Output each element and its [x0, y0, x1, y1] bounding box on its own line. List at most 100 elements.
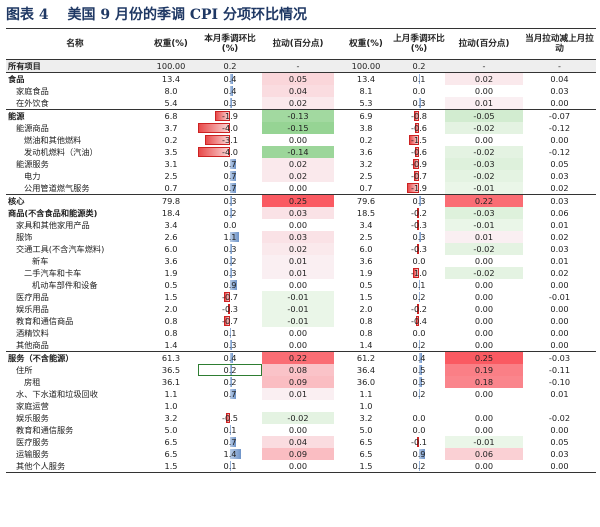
- contrib-prev-cell: 0.00: [474, 256, 494, 266]
- mom-prev-value: 0.2: [412, 61, 426, 71]
- gap-cell: [334, 194, 339, 207]
- weight-current-cell: 18.4: [161, 208, 181, 218]
- mom-prev-cell: 0.0: [393, 85, 445, 97]
- mom-current-bar: [230, 244, 233, 254]
- mom-current-value: 0.1: [223, 461, 237, 471]
- mom-current-cell: [198, 400, 262, 412]
- mom-prev-bar: [417, 437, 419, 447]
- table-row: 医疗服务 6.5 0.7 0.04 6.5 -0.1 -0.01 0.05: [6, 436, 596, 448]
- mom-current-cell: 0.3: [198, 194, 262, 207]
- contrib-prev-cell: -: [445, 59, 523, 73]
- row-name: 家具和其他家用产品: [16, 220, 90, 230]
- weight-prev-cell: 36.4: [356, 365, 376, 375]
- mom-prev-cell: -1.9: [393, 182, 445, 195]
- contrib-prev-cell: 0.18: [445, 376, 523, 388]
- mom-prev-cell: 0.1: [393, 72, 445, 85]
- contrib-current-cell: 0.00: [288, 328, 308, 338]
- mom-current-bar: [230, 208, 232, 218]
- mom-current-cell: 0.9: [198, 279, 262, 291]
- mom-current-bar: [230, 425, 231, 435]
- mom-current-cell: 0.4: [198, 85, 262, 97]
- mom-prev-value: -1.0: [411, 268, 427, 278]
- contrib-diff-cell: 0.00: [550, 304, 569, 314]
- table-row: 房租 36.1 0.2 0.09 36.0 0.5 0.18 -0.10: [6, 376, 596, 388]
- mom-current-value: 1.4: [223, 449, 237, 459]
- weight-current-cell: 5.0: [164, 425, 178, 435]
- mom-current-cell: -0.7: [198, 291, 262, 303]
- weight-prev-cell: 0.7: [359, 183, 373, 193]
- weight-prev-cell: 3.2: [359, 159, 373, 169]
- mom-current-bar: [230, 377, 232, 387]
- weight-prev-cell: 3.6: [359, 256, 373, 266]
- contrib-prev-cell: -0.02: [445, 146, 523, 158]
- mom-current-value: 0.1: [223, 425, 237, 435]
- mom-current-value: 0.0: [223, 220, 237, 230]
- weight-prev-cell: 0.8: [359, 328, 373, 338]
- mom-prev-value: -0.3: [411, 220, 427, 230]
- mom-prev-value: -0.6: [411, 147, 427, 157]
- mom-prev-bar: [419, 461, 421, 471]
- row-name: 电力: [24, 171, 41, 181]
- contrib-diff-cell: 0.01: [550, 389, 569, 399]
- row-name: 教育和通信服务: [16, 425, 74, 435]
- mom-current-value: -0.7: [222, 316, 238, 326]
- row-name: 其他个人服务: [6, 460, 144, 473]
- contrib-current-cell: 0.09: [262, 376, 334, 388]
- contrib-current-cell: -0.13: [262, 109, 334, 122]
- table-row: 能源服务 3.1 0.7 0.02 3.2 -0.9 -0.03 0.05: [6, 158, 596, 170]
- weight-prev-cell: 5.0: [359, 425, 373, 435]
- weight-prev-cell: 1.9: [359, 268, 373, 278]
- row-name: 公用管道燃气服务: [24, 183, 90, 193]
- row-name: 服务（不含能源）: [6, 351, 144, 364]
- weight-current-cell: 1.9: [164, 268, 178, 278]
- contrib-current-cell: 0.04: [262, 85, 334, 97]
- contrib-current-cell: 0.00: [262, 460, 334, 473]
- table-row: 发动机燃料（汽油） 3.5 -4.0 -0.14 3.6 -0.6 -0.02 -0.12: [6, 146, 596, 158]
- mom-prev-cell: -0.2: [393, 303, 445, 315]
- col-header-mom-prev: 上月季调环比(%): [393, 28, 445, 60]
- mom-prev-bar: [417, 244, 419, 254]
- mom-prev-cell: 0.0: [393, 412, 445, 424]
- contrib-diff-cell: 0.00: [550, 280, 569, 290]
- weight-current-cell: 3.7: [164, 123, 178, 133]
- mom-current-bar: [230, 171, 236, 181]
- mom-current-bar: [230, 353, 234, 363]
- contrib-current-cell: -0.15: [262, 122, 334, 134]
- mom-prev-value: -0.7: [411, 171, 427, 181]
- mom-prev-cell: 0.0: [393, 327, 445, 339]
- contrib-prev-cell: 0.02: [445, 72, 523, 85]
- row-name: 能源商品: [16, 123, 49, 133]
- mom-current-cell: -4.0: [198, 122, 262, 134]
- mom-prev-bar: [417, 208, 419, 218]
- mom-prev-cell: 0.3: [393, 97, 445, 110]
- table-row: 教育和通信商品 0.8 -0.7 -0.01 0.8 -0.4 0.00 0.00: [6, 315, 596, 327]
- mom-current-cell: -0.5: [198, 412, 262, 424]
- weight-prev-cell: 100.00: [339, 59, 393, 73]
- mom-prev-value: 0.3: [412, 98, 426, 108]
- header-row: 名称 权重(%) 本月季调环比(%) 拉动(百分点) 权重(%) 上月季调环比(…: [6, 28, 596, 60]
- weight-prev-cell: 2.0: [359, 304, 373, 314]
- mom-prev-cell: 0.0: [393, 255, 445, 267]
- row-name: 燃油和其他燃料: [24, 135, 82, 145]
- contrib-prev-cell: 0.06: [445, 448, 523, 460]
- contrib-prev-cell: -0.03: [445, 207, 523, 219]
- weight-current-cell: 3.1: [164, 159, 178, 169]
- weight-current-cell: 0.8: [164, 316, 178, 326]
- mom-prev-cell: -1.5: [393, 134, 445, 146]
- mom-current-bar: [230, 86, 234, 96]
- row-name: 住所: [16, 365, 33, 375]
- table-row: 能源 6.8 -1.9 -0.13 6.9 -0.8 -0.05 -0.07: [6, 109, 596, 122]
- contrib-current-cell: 0.05: [262, 72, 334, 85]
- table-row: 商品(不含食品和能源类) 18.4 0.2 0.03 18.5 -0.2 -0.03 0.06: [6, 207, 596, 219]
- contrib-current-cell: 0.00: [288, 183, 308, 193]
- weight-prev-cell: 2.5: [359, 171, 373, 181]
- row-name: 新车: [32, 256, 49, 266]
- mom-current-value: 0.4: [223, 74, 237, 84]
- mom-prev-value: 0.2: [412, 389, 426, 399]
- gap-cell: [334, 109, 339, 122]
- weight-prev-cell: 2.5: [359, 232, 373, 242]
- weight-current-cell: 0.2: [164, 135, 178, 145]
- mom-prev-cell: -0.6: [393, 146, 445, 158]
- mom-current-bar: [230, 232, 239, 242]
- cpi-table: 名称 权重(%) 本月季调环比(%) 拉动(百分点) 权重(%) 上月季调环比(…: [6, 28, 596, 473]
